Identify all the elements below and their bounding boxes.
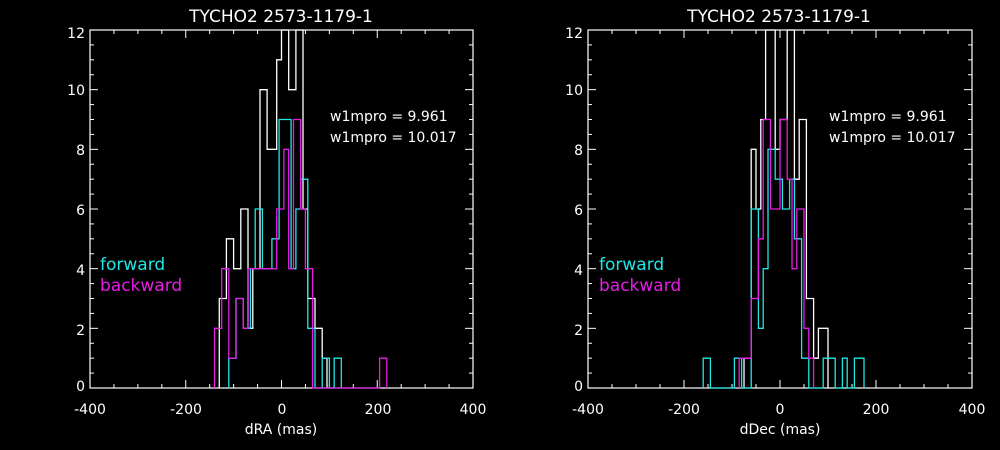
histogram-series-backward bbox=[738, 118, 815, 388]
x-tick-label: -400 bbox=[572, 402, 604, 418]
annotation-w1mpro-2-left: w1mpro = 10.017 bbox=[330, 130, 457, 146]
annotation-w1mpro-1-left: w1mpro = 9.961 bbox=[330, 109, 448, 125]
legend-backward-left: backward bbox=[100, 276, 182, 296]
histogram-series-forward bbox=[702, 148, 865, 389]
panel-right: TYCHO2 2573-1179-1 -400 -200 0 200 400 0… bbox=[565, 7, 985, 438]
x-tick-label: -200 bbox=[170, 402, 202, 418]
y-tick-labels-right: 0 2 4 6 8 10 12 bbox=[565, 26, 583, 395]
y-tick-label: 0 bbox=[76, 379, 85, 395]
y-tick-labels-left: 0 2 4 6 8 10 12 bbox=[67, 26, 85, 395]
x-tick-label: 400 bbox=[460, 402, 487, 418]
x-tick-labels-left: -400 -200 0 200 400 bbox=[74, 402, 486, 418]
y-tick-label: 8 bbox=[76, 143, 85, 159]
x-axis-label-right: dDec (mas) bbox=[740, 422, 821, 438]
panel-left: TYCHO2 2573-1179-1 -400 -200 0 200 400 0… bbox=[67, 7, 486, 438]
y-tick-label: 0 bbox=[574, 379, 583, 395]
y-tick-label: 6 bbox=[76, 203, 85, 219]
x-tick-label: 200 bbox=[863, 402, 890, 418]
chart-title-right: TYCHO2 2573-1179-1 bbox=[686, 7, 871, 27]
axis-ticks-right bbox=[587, 29, 973, 389]
series-group-left bbox=[213, 29, 388, 389]
x-tick-label: 200 bbox=[365, 402, 392, 418]
chart-title-left: TYCHO2 2573-1179-1 bbox=[188, 7, 373, 27]
annotation-w1mpro-2-right: w1mpro = 10.017 bbox=[829, 130, 956, 146]
y-tick-label: 2 bbox=[574, 323, 583, 339]
x-tick-label: 0 bbox=[776, 402, 785, 418]
x-tick-label: -200 bbox=[668, 402, 700, 418]
y-tick-label: 8 bbox=[574, 143, 583, 159]
y-tick-label: 6 bbox=[574, 203, 583, 219]
x-tick-label: 0 bbox=[278, 402, 287, 418]
x-axis-label-left: dRA (mas) bbox=[245, 422, 318, 438]
y-tick-label: 4 bbox=[574, 263, 583, 279]
series-group-right bbox=[702, 29, 865, 389]
y-tick-label: 4 bbox=[76, 263, 85, 279]
y-tick-label: 10 bbox=[565, 83, 583, 99]
x-tick-labels-right: -400 -200 0 200 400 bbox=[572, 402, 985, 418]
histogram-series-total bbox=[218, 29, 328, 388]
legend-forward-right: forward bbox=[599, 255, 664, 275]
axis-ticks-left bbox=[89, 29, 474, 389]
y-tick-label: 10 bbox=[67, 83, 85, 99]
histogram-series-backward bbox=[213, 118, 388, 389]
annotation-w1mpro-1-right: w1mpro = 9.961 bbox=[829, 109, 947, 125]
y-tick-label: 12 bbox=[67, 26, 85, 42]
y-tick-label: 12 bbox=[565, 26, 583, 42]
x-tick-label: 400 bbox=[959, 402, 986, 418]
x-tick-label: -400 bbox=[74, 402, 106, 418]
legend-forward-left: forward bbox=[100, 255, 165, 275]
histogram-series-forward bbox=[228, 118, 342, 389]
y-tick-label: 2 bbox=[76, 323, 85, 339]
legend-backward-right: backward bbox=[599, 276, 681, 296]
